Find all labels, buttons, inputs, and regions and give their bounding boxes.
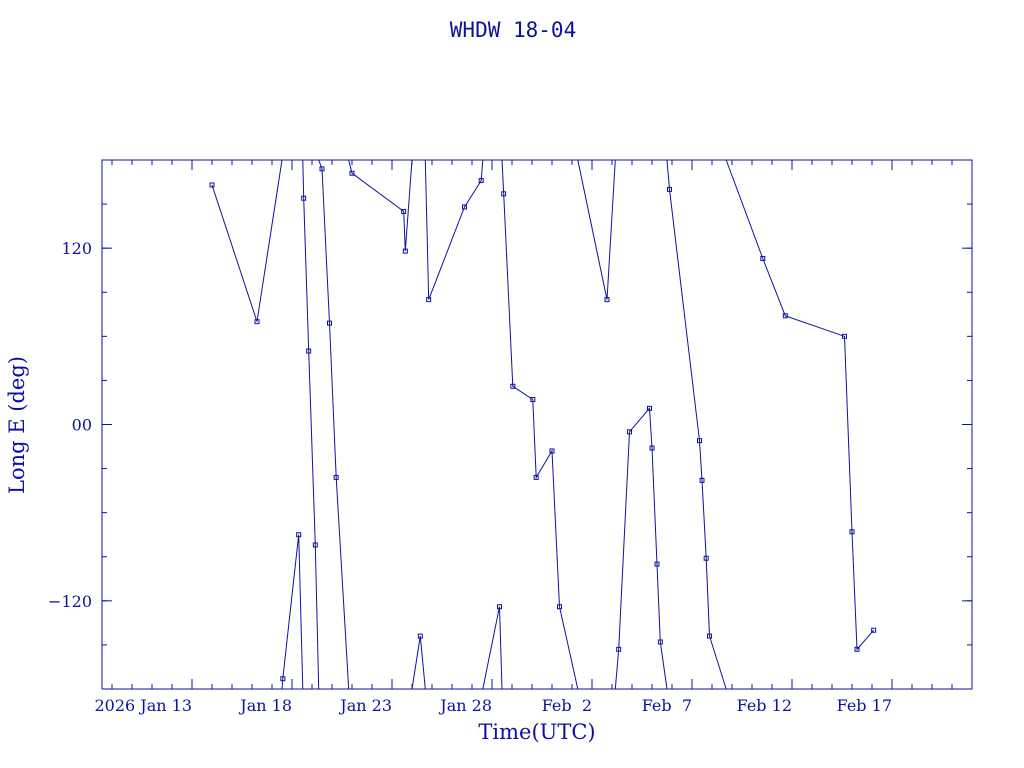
data-point [501,191,507,197]
data-point [842,333,847,339]
data-point [254,319,260,325]
x-tick-label: Jan 28 [438,696,492,715]
data-point [657,639,663,645]
data-point [854,646,860,652]
series-group [209,159,877,690]
data-point [319,166,325,172]
data-point [510,383,516,389]
y-tick-label: −120 [48,592,92,611]
data-point [296,532,302,538]
x-tick-label: 2026 Jan 13 [94,696,192,715]
series-line [501,159,579,690]
data-point [497,604,502,610]
x-tick-label: Feb 12 [737,696,792,715]
data-point [871,627,877,633]
data-point [402,248,408,254]
x-tick-label: Jan 18 [238,696,292,715]
data-point [462,204,467,210]
series-line [302,159,320,690]
data-point [333,474,339,480]
series-line [614,407,668,690]
data-point [707,633,712,639]
x-tick-label: Feb 7 [642,696,692,715]
series-line [725,159,875,651]
series-line [318,159,350,690]
data-point [760,255,766,261]
series-line [424,159,484,300]
y-tick-label: 00 [72,416,92,435]
series-line [666,159,727,690]
series-line [211,159,283,322]
data-point [306,348,312,354]
data-point [401,208,407,214]
data-point [301,195,307,201]
series-line [411,636,426,690]
data-point [426,297,432,303]
data-point [667,186,672,192]
chart-title: WHDW 18-04 [450,18,576,42]
data-point [349,170,355,176]
data-point [699,477,705,483]
data-point [782,313,788,319]
data-point [697,438,702,444]
plot-frame [101,159,973,690]
series-line [482,606,503,690]
series-line [281,534,304,690]
x-tick-label: Feb 2 [542,696,592,715]
data-point [549,448,555,454]
data-point [533,474,539,480]
data-point [849,529,855,535]
axis-ticks: 2026 Jan 13 Jan 18 Jan 23 Jan 28 Feb 2 Feb 7 F… [48,159,973,715]
x-axis-label: Time(UTC) [478,720,595,744]
data-point [327,320,332,326]
data-point [478,178,484,184]
data-point [649,445,655,451]
data-point [627,429,632,435]
x-tick-label: Jan 23 [338,696,392,715]
data-point [654,561,660,567]
data-point [312,542,318,548]
y-tick-label: 120 [61,239,92,258]
data-point [557,604,562,610]
series-line [577,159,616,300]
data-point [616,646,622,652]
data-point [530,397,536,403]
data-point [604,297,610,303]
data-point [703,555,709,561]
series-line [348,159,413,252]
y-axis-label: Long E (deg) [5,356,29,494]
x-tick-label: Feb 17 [837,696,892,715]
data-point [417,633,423,639]
data-point [209,182,215,188]
data-point [647,405,652,411]
data-point [280,676,286,682]
